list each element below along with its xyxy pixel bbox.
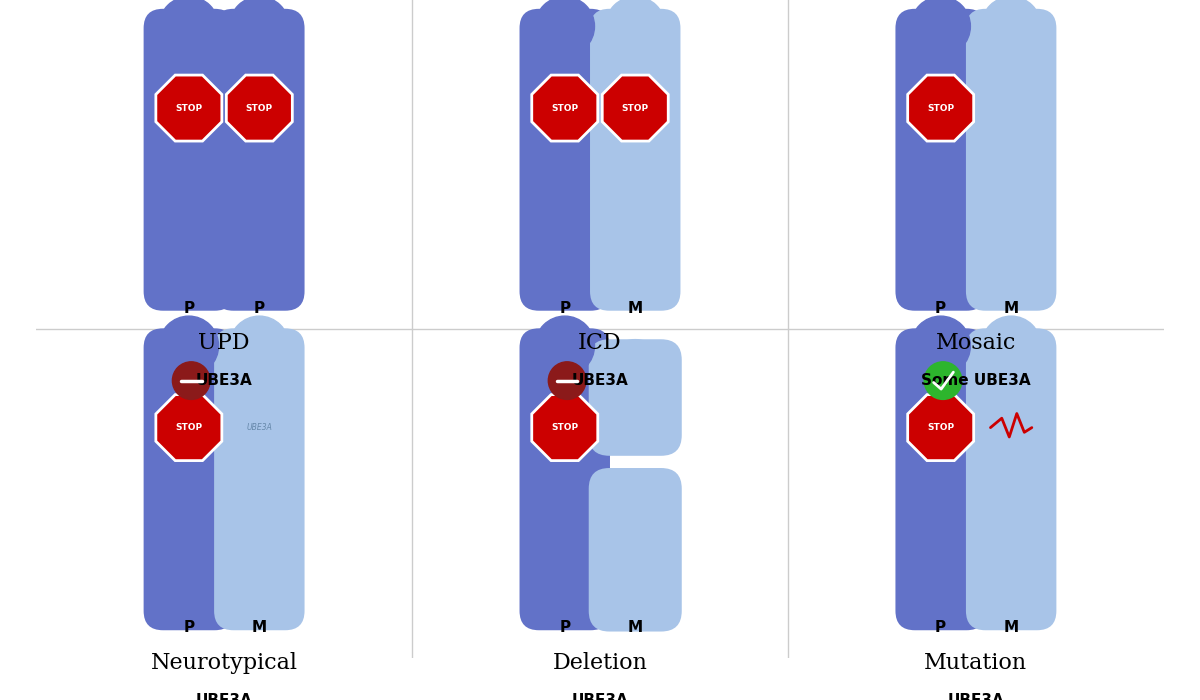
Circle shape — [911, 316, 971, 376]
FancyBboxPatch shape — [589, 340, 682, 456]
FancyBboxPatch shape — [144, 9, 234, 311]
FancyBboxPatch shape — [895, 328, 986, 630]
Text: UBE3A: UBE3A — [246, 423, 272, 432]
Text: STOP: STOP — [928, 104, 954, 113]
Text: Neurotypical: Neurotypical — [150, 652, 298, 673]
Circle shape — [173, 362, 210, 400]
Circle shape — [173, 681, 210, 700]
Circle shape — [606, 340, 665, 399]
FancyBboxPatch shape — [966, 328, 1056, 630]
Text: UBE3A: UBE3A — [196, 692, 252, 700]
Polygon shape — [156, 75, 222, 141]
Circle shape — [229, 316, 289, 376]
Text: Mutation: Mutation — [924, 652, 1027, 673]
Circle shape — [535, 0, 594, 56]
Text: UBE3A: UBE3A — [948, 692, 1004, 700]
FancyBboxPatch shape — [214, 9, 305, 311]
Polygon shape — [907, 395, 973, 461]
Polygon shape — [907, 75, 973, 141]
Text: UBE3A: UBE3A — [571, 373, 629, 388]
Polygon shape — [602, 75, 668, 141]
FancyBboxPatch shape — [966, 9, 1056, 311]
Circle shape — [548, 362, 586, 400]
Polygon shape — [532, 395, 598, 461]
Circle shape — [535, 316, 594, 376]
Text: P: P — [935, 301, 947, 316]
Circle shape — [229, 0, 289, 56]
Polygon shape — [227, 75, 293, 141]
Circle shape — [548, 681, 586, 700]
Text: P: P — [935, 620, 947, 636]
FancyBboxPatch shape — [520, 328, 610, 630]
Circle shape — [982, 316, 1040, 376]
Text: STOP: STOP — [551, 423, 578, 432]
Text: STOP: STOP — [928, 423, 954, 432]
FancyBboxPatch shape — [895, 9, 986, 311]
Text: UBE3A: UBE3A — [196, 373, 252, 388]
Text: M: M — [1003, 620, 1019, 636]
Text: P: P — [184, 301, 194, 316]
Text: P: P — [559, 620, 570, 636]
Circle shape — [982, 0, 1040, 56]
Circle shape — [160, 316, 218, 376]
FancyBboxPatch shape — [214, 328, 305, 630]
Text: P: P — [253, 301, 265, 316]
Circle shape — [924, 362, 962, 400]
Circle shape — [160, 0, 218, 56]
Text: STOP: STOP — [246, 104, 272, 113]
Text: M: M — [628, 620, 643, 636]
FancyBboxPatch shape — [589, 468, 682, 631]
Text: ICD: ICD — [578, 332, 622, 354]
Text: UBE3A: UBE3A — [571, 692, 629, 700]
FancyBboxPatch shape — [520, 9, 610, 311]
Text: M: M — [252, 620, 266, 636]
FancyBboxPatch shape — [590, 9, 680, 311]
Polygon shape — [156, 395, 222, 461]
Text: M: M — [628, 301, 643, 316]
Polygon shape — [532, 75, 598, 141]
Text: STOP: STOP — [551, 104, 578, 113]
Circle shape — [911, 0, 971, 56]
Text: P: P — [559, 301, 570, 316]
Text: Mosaic: Mosaic — [936, 332, 1016, 354]
Text: Deletion: Deletion — [552, 652, 648, 673]
Text: STOP: STOP — [175, 104, 203, 113]
Text: UPD: UPD — [198, 332, 250, 354]
FancyBboxPatch shape — [144, 328, 234, 630]
Text: M: M — [1003, 301, 1019, 316]
Text: STOP: STOP — [622, 104, 649, 113]
Circle shape — [606, 0, 665, 56]
Text: STOP: STOP — [175, 423, 203, 432]
Text: Some UBE3A: Some UBE3A — [922, 373, 1031, 388]
Circle shape — [924, 681, 962, 700]
Text: P: P — [184, 620, 194, 636]
